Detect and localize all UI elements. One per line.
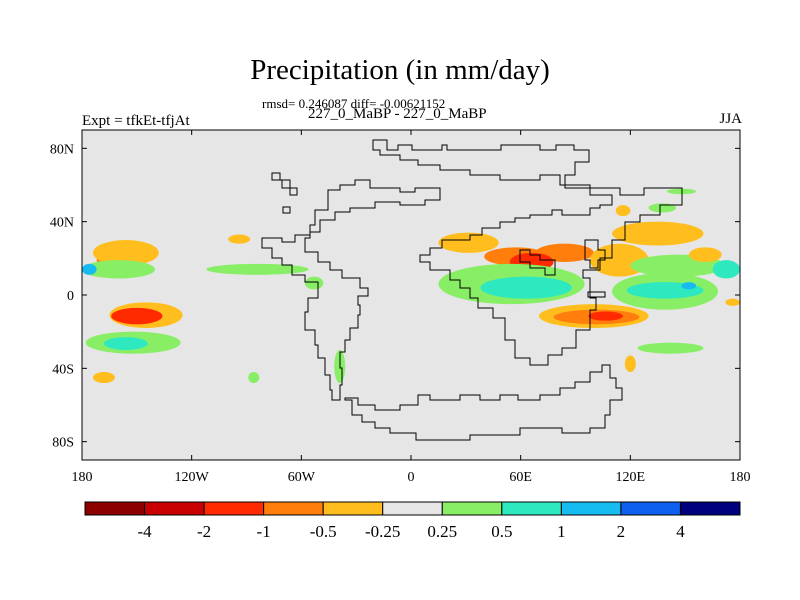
colorbar-label-8: 2	[617, 522, 626, 541]
colorbar-label-9: 4	[676, 522, 685, 541]
colorbar-swatch-5	[382, 501, 443, 516]
chart-title: Precipitation (in mm/day)	[250, 54, 550, 86]
y-tick-label-2: 0	[67, 289, 74, 304]
colorbar-label-0: -4	[137, 522, 152, 541]
colorbar-label-6: 0.5	[491, 522, 512, 541]
anomaly-region-23	[712, 260, 740, 279]
colorbar-swatch-2	[203, 501, 265, 516]
colorbar: -4 -2 -1 -0.5 -0.25 0.25 0.5 1 2 4	[84, 501, 741, 541]
anomaly-region-7	[103, 337, 148, 351]
x-tick-label-3: 0	[408, 470, 415, 485]
case-names: 227_0_MaBP - 227_0_MaBP	[308, 106, 487, 122]
anomaly-region-3	[111, 307, 163, 325]
colorbar-label-7: 1	[557, 522, 566, 541]
colorbar-swatch-1	[144, 501, 205, 516]
colorbar-swatch-10	[679, 501, 741, 516]
anomaly-region-36	[725, 298, 740, 307]
x-tick-label-4: 60E	[509, 470, 532, 485]
anomaly-region-26	[681, 282, 697, 290]
anomaly-layer	[82, 188, 740, 383]
anomaly-region-4	[82, 260, 156, 279]
anomaly-region-31	[624, 355, 636, 372]
colorbar-swatch-9	[620, 501, 681, 516]
anomaly-region-1	[92, 240, 159, 266]
anomaly-region-11	[304, 276, 324, 290]
y-tick-label-0: 80N	[50, 142, 74, 157]
anomaly-region-30	[637, 342, 704, 354]
y-tick-label-3: 40S	[52, 362, 74, 377]
colorbar-label-5: 0.25	[427, 522, 457, 541]
x-tick-label-1: 120W	[175, 470, 210, 485]
colorbar-label-2: -1	[257, 522, 271, 541]
anomaly-region-35	[612, 221, 704, 246]
colorbar-swatch-3	[263, 501, 324, 516]
season-label: JJA	[719, 111, 742, 127]
anomaly-region-8	[92, 372, 115, 383]
anomaly-region-10	[206, 263, 309, 275]
anomaly-region-33	[615, 205, 631, 217]
experiment-label: Expt = tfkEt-tfjAt	[82, 113, 190, 129]
x-tick-label-5: 120E	[616, 470, 646, 485]
colorbar-label-4: -0.25	[365, 522, 400, 541]
anomaly-region-9	[228, 234, 251, 244]
anomaly-region-14	[438, 232, 499, 253]
anomaly-region-13	[248, 372, 260, 383]
y-tick-label-1: 40N	[50, 216, 74, 231]
x-tick-label-0: 180	[72, 470, 93, 485]
x-tick-label-6: 180	[730, 470, 751, 485]
colorbar-swatch-0	[84, 501, 146, 516]
x-axis: 180 120W 60W 0 60E 120E 180	[72, 130, 751, 485]
colorbar-swatch-6	[441, 501, 503, 516]
anomaly-region-19	[480, 276, 572, 299]
colorbar-swatch-4	[322, 501, 384, 516]
x-tick-label-2: 60W	[288, 470, 316, 485]
anomaly-region-5	[82, 263, 97, 275]
colorbar-swatch-8	[560, 501, 622, 516]
y-tick-label-4: 80S	[52, 436, 74, 451]
anomaly-region-34	[648, 203, 677, 213]
colorbar-label-1: -2	[197, 522, 211, 541]
anomaly-region-22	[688, 247, 722, 262]
colorbar-label-3: -0.5	[310, 522, 337, 541]
y-axis: 80N 40N 0 40S 80S	[50, 142, 740, 451]
continent-outline	[261, 139, 683, 441]
colorbar-swatch-7	[501, 501, 562, 516]
stats-text: rmsd= 0.246087 diff= -0.00621152	[262, 96, 446, 111]
anomaly-region-29	[588, 311, 624, 321]
